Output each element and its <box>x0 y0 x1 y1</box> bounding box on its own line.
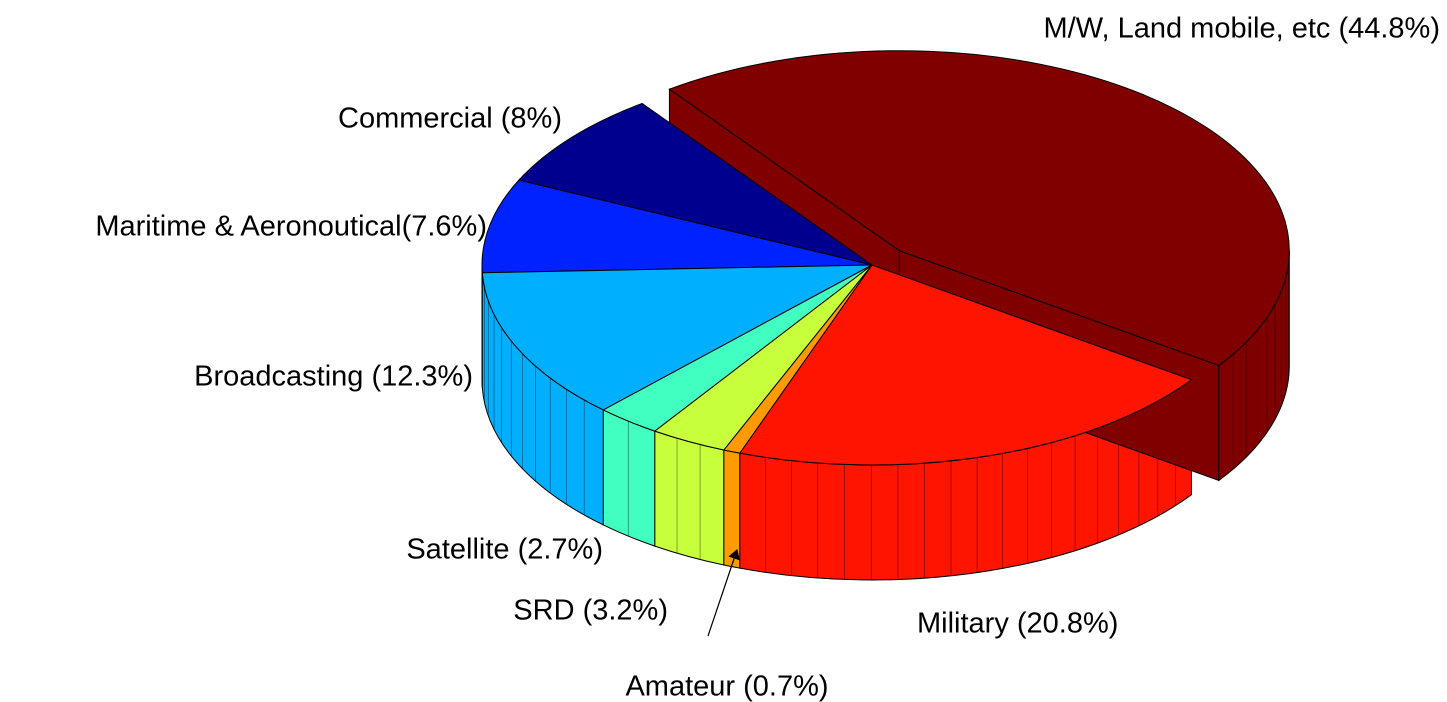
slice <box>739 264 1193 466</box>
slice-label: Maritime & Aeronoutical(7.6%) <box>95 211 487 243</box>
slice-side <box>654 430 725 566</box>
slice-label: Amateur (0.7%) <box>625 671 828 702</box>
slice-label: SRD (3.2%) <box>513 595 668 627</box>
slice <box>481 179 873 274</box>
slice-label: Commercial (8%) <box>338 103 562 135</box>
slice <box>481 264 873 411</box>
slice <box>668 50 1290 366</box>
slice <box>517 102 873 266</box>
slice-side <box>602 409 656 547</box>
amateur-arrow <box>707 549 740 637</box>
slice-label: Broadcasting (12.3%) <box>194 361 473 393</box>
slice-label: Military (20.8%) <box>917 608 1118 640</box>
slice-label: M/W, Land mobile, etc (44.8%) <box>1044 13 1441 45</box>
slice-label: Satellite (2.7%) <box>406 534 603 566</box>
